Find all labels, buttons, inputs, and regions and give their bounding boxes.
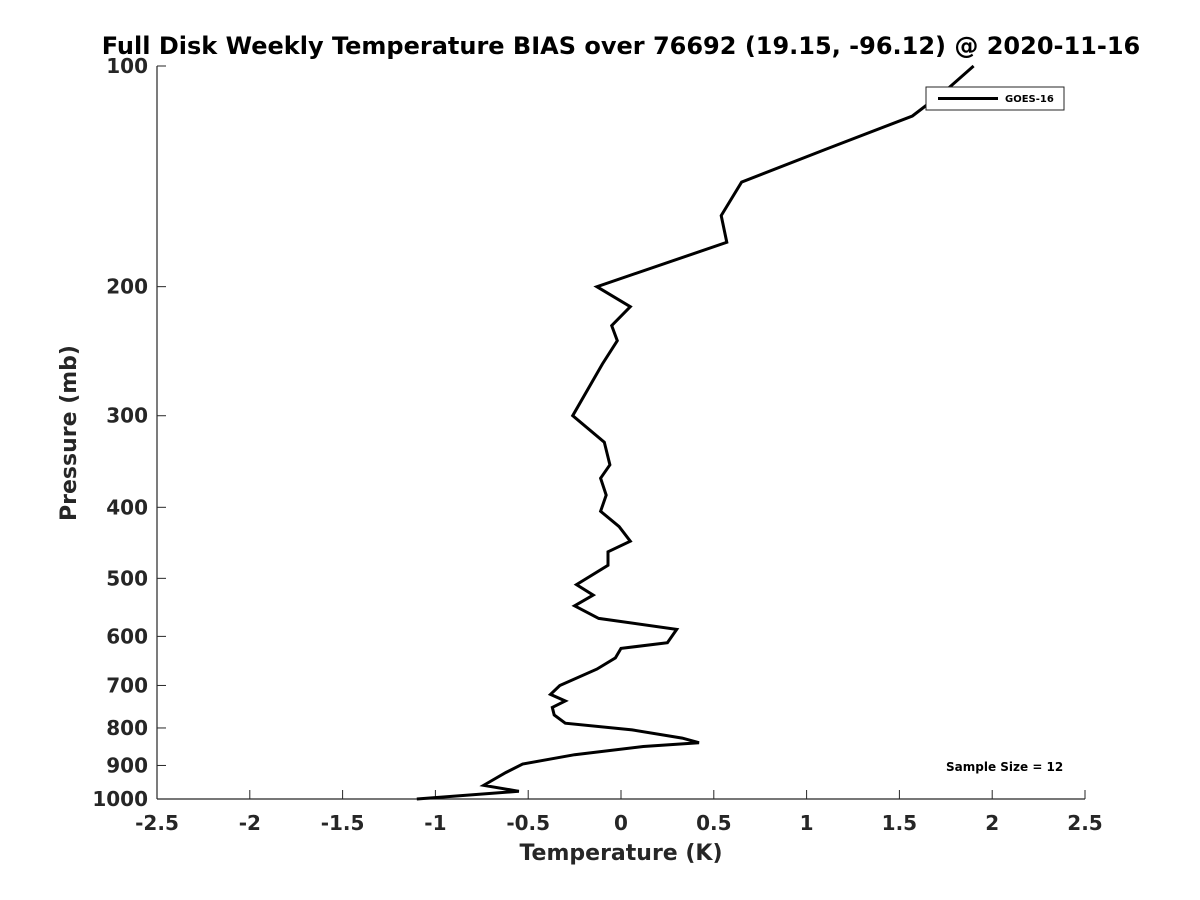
series-line-goes16 <box>416 64 975 801</box>
y-tick-label: 800 <box>106 716 148 740</box>
x-tick-label: 2.5 <box>1067 811 1102 835</box>
y-tick-label: 100 <box>106 54 148 78</box>
x-tick-label: 2 <box>985 811 999 835</box>
chart-title: Full Disk Weekly Temperature BIAS over 7… <box>102 32 1141 60</box>
x-tick-label: -2 <box>239 811 261 835</box>
x-tick-label: 1.5 <box>882 811 917 835</box>
y-tick-label: 900 <box>106 753 148 777</box>
x-tick-label: -2.5 <box>135 811 179 835</box>
y-tick-label: 1000 <box>92 787 148 811</box>
x-tick-label: -1.5 <box>321 811 365 835</box>
y-axis-label: Pressure (mb) <box>57 345 82 521</box>
y-tick-label: 200 <box>106 275 148 299</box>
legend-label-goes16: GOES-16 <box>1005 94 1054 105</box>
plot-series <box>416 64 975 801</box>
x-tick-label: -0.5 <box>506 811 550 835</box>
y-tick-label: 400 <box>106 495 148 519</box>
x-tick-label: 0 <box>614 811 628 835</box>
x-tick-label: 0.5 <box>696 811 731 835</box>
x-tick-label: 1 <box>800 811 814 835</box>
y-tick-label: 700 <box>106 673 148 697</box>
sample-size-annotation: Sample Size = 12 <box>946 760 1063 774</box>
legend: GOES-16 <box>925 86 1065 111</box>
y-tick-label: 600 <box>106 624 148 648</box>
x-axis-label: Temperature (K) <box>519 841 722 866</box>
plot-axes: -2.5 -2 -1.5 -1 -0.5 0 0.5 1 1.5 2 2.5 100 200 300 400… <box>92 54 1102 835</box>
y-tick-label: 300 <box>106 404 148 428</box>
x-tick-label: -1 <box>424 811 446 835</box>
y-tick-label: 500 <box>106 566 148 590</box>
